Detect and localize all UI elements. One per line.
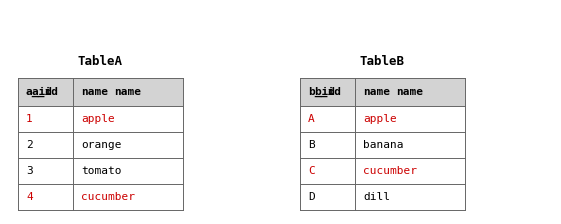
- Text: b_id: b_id: [314, 87, 341, 97]
- Text: tomato: tomato: [81, 166, 122, 176]
- Text: D: D: [308, 192, 315, 202]
- Text: 3: 3: [26, 166, 33, 176]
- Text: 1: 1: [26, 114, 33, 124]
- Text: banana: banana: [363, 140, 403, 150]
- Bar: [18, 106, 183, 132]
- Text: orange: orange: [81, 140, 122, 150]
- Bar: [300, 106, 465, 132]
- Bar: [18, 184, 183, 210]
- Bar: [300, 78, 465, 106]
- Text: a_id: a_id: [26, 87, 53, 97]
- Text: A: A: [308, 114, 315, 124]
- Bar: [18, 132, 183, 158]
- Text: apple: apple: [363, 114, 397, 124]
- Text: b_id: b_id: [308, 87, 335, 97]
- Bar: [300, 132, 465, 158]
- Text: 4: 4: [26, 192, 33, 202]
- Text: name: name: [397, 87, 424, 97]
- Text: name: name: [363, 87, 390, 97]
- Bar: [18, 78, 183, 106]
- Text: apple: apple: [81, 114, 115, 124]
- Text: 2: 2: [26, 140, 33, 150]
- Text: TableB: TableB: [360, 55, 405, 68]
- Bar: [300, 158, 465, 184]
- Text: C: C: [308, 166, 315, 176]
- Text: a_id: a_id: [32, 87, 59, 97]
- Text: name: name: [114, 87, 141, 97]
- Text: cucumber: cucumber: [363, 166, 417, 176]
- Bar: [300, 184, 465, 210]
- Text: cucumber: cucumber: [81, 192, 135, 202]
- Text: TableA: TableA: [78, 55, 123, 68]
- Bar: [18, 158, 183, 184]
- Text: name: name: [81, 87, 108, 97]
- Text: dill: dill: [363, 192, 390, 202]
- Text: B: B: [308, 140, 315, 150]
